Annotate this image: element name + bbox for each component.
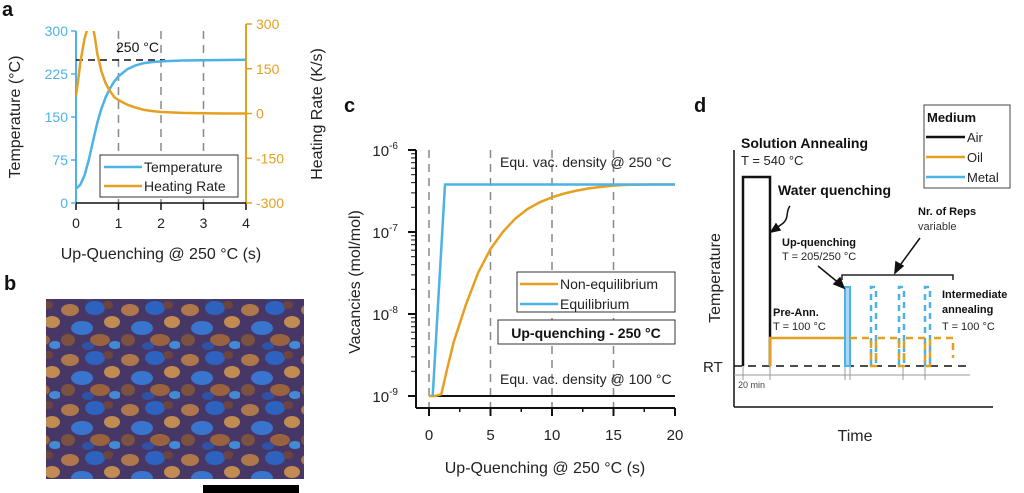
panel-c-xtick-label: 10 xyxy=(544,427,561,444)
reps-bracket xyxy=(841,274,954,280)
panel-c-ytick-label: 10-8 xyxy=(372,305,398,324)
legend-title: Medium xyxy=(927,110,976,125)
solution-annealing-trace xyxy=(741,175,772,366)
legend-label-oil: Oil xyxy=(967,150,983,165)
panel-a-ylabel: Temperature (°C) xyxy=(7,56,24,179)
up-quenching-pulse xyxy=(844,286,851,367)
up-quenching-temp: T = 205/250 °C xyxy=(782,251,856,263)
panel-a-xtick-label: 0 xyxy=(72,215,80,231)
panel-c-xtick-label: 0 xyxy=(425,427,433,444)
panel-d-ylabel: Temperature xyxy=(707,233,724,323)
panel-c-xlabel: Up-Quenching @ 250 °C (s) xyxy=(445,460,646,477)
panel-a-ytick-label: 150 xyxy=(45,109,69,125)
micrograph-image xyxy=(46,299,304,479)
solution-annealing-title: Solution Annealing xyxy=(741,135,868,151)
panel-c-xtick-label: 15 xyxy=(605,427,622,444)
panel-a-ytick-label: 300 xyxy=(45,23,69,39)
legend-label-heating-rate: Heating Rate xyxy=(144,178,226,194)
panel-a-legend: Temperature Heating Rate xyxy=(99,154,239,198)
boxed-label-box xyxy=(497,319,676,345)
panel-a-xtick-label: 1 xyxy=(115,215,123,231)
panel-a-y2tick-label: -300 xyxy=(256,195,284,211)
panel-c-ytick-label: 10-9 xyxy=(372,387,398,406)
annotation-100C: Equ. vac. density @ 100 °C xyxy=(500,371,672,387)
legend-label-air: Air xyxy=(967,130,984,145)
legend-box xyxy=(99,154,239,198)
panel-a-xtick-label: 2 xyxy=(157,215,165,231)
legend-label-equilibrium: Equilibrium xyxy=(560,296,629,312)
series-non-equilibrium xyxy=(429,183,675,398)
repeat-pulses xyxy=(869,285,932,366)
panel-a-y2tick-label: 300 xyxy=(256,16,280,32)
panel-d-label: d xyxy=(694,95,706,117)
panel-c-ylabel: Vacancies (mol/mol) xyxy=(347,210,364,354)
legend-label-non-equilibrium: Non-equilibrium xyxy=(560,276,658,292)
series-temperature xyxy=(76,58,246,190)
up-quenching-title: Up-quenching xyxy=(782,237,856,249)
pre-annealing-trace xyxy=(768,336,845,366)
panel-d: d Temperature Time RT 20 min xyxy=(694,95,1011,445)
panel-b: b xyxy=(4,273,304,493)
legend-box xyxy=(923,104,1011,189)
panel-a-xtick-label: 4 xyxy=(242,215,250,231)
solution-annealing-temp: T = 540 °C xyxy=(741,153,803,168)
panel-c-ytick-label: 10-7 xyxy=(372,223,398,242)
panel-c-xtick-label: 5 xyxy=(486,427,494,444)
pre-ann-temp: T = 100 °C xyxy=(773,321,826,333)
time-20min-label: 20 min xyxy=(738,380,765,390)
panel-d-xlabel: Time xyxy=(838,428,873,445)
panel-c-ytick-label: 10-6 xyxy=(372,141,398,160)
panel-c-ticks: 0 5 10 15 20 10-9 10-8 10-7 10-6 xyxy=(372,141,683,444)
panel-a-ytick-label: 75 xyxy=(52,152,68,168)
panel-a-ytick-label: 0 xyxy=(60,195,68,211)
panel-b-label: b xyxy=(4,273,16,295)
intermediate-temp: T = 100 °C xyxy=(942,321,995,333)
series-heating-rate xyxy=(76,31,246,115)
panel-a: a 0 1 2 3 4 0 75 150 225 300 -300 -150 0 150 300 250 °… xyxy=(2,0,326,263)
water-quenching-label: Water quenching xyxy=(778,182,891,198)
reps-sub: variable xyxy=(918,221,957,233)
pre-ann-title: Pre-Ann. xyxy=(773,307,819,319)
rt-label: RT xyxy=(703,359,723,376)
reps-arrow xyxy=(897,237,921,269)
panel-c-xtick-label: 20 xyxy=(667,427,684,444)
intermediate-title-1: Intermediate xyxy=(942,289,1007,301)
panel-a-y2tick-label: 150 xyxy=(256,61,280,77)
panel-d-legend: Medium Air Oil Metal xyxy=(923,104,1011,189)
series-equilibrium xyxy=(431,183,675,397)
legend-box xyxy=(516,271,676,313)
panel-a-label: a xyxy=(2,0,14,21)
panel-a-xtick-label: 3 xyxy=(200,215,208,231)
boxed-label: Up-quenching - 250 °C xyxy=(511,325,661,341)
panel-a-ytick-label: 225 xyxy=(45,66,69,82)
panel-a-y2tick-label: -150 xyxy=(256,150,284,166)
arrows xyxy=(769,205,921,290)
annotation-250C: Equ. vac. density @ 250 °C xyxy=(500,154,672,170)
panel-c-label: c xyxy=(344,95,355,117)
panel-a-annotation: 250 °C xyxy=(116,39,159,55)
intermediate-annealing-trace xyxy=(850,336,955,368)
panel-a-y2tick-label: 0 xyxy=(256,106,264,122)
time-ruler-ticks xyxy=(742,366,926,380)
panel-a-xlabel: Up-Quenching @ 250 °C (s) xyxy=(61,246,262,263)
legend-label-temperature: Temperature xyxy=(144,159,223,175)
panel-c-legend: Non-equilibrium Equilibrium xyxy=(516,271,676,313)
reps-title: Nr. of Reps xyxy=(918,206,976,218)
water-quenching-arrow xyxy=(774,205,791,230)
panel-a-y2label: Heating Rate (K/s) xyxy=(309,48,326,180)
intermediate-title-2: annealing xyxy=(942,304,993,316)
panel-c: c 0 5 10 15 20 10-9 10-8 10-7 10-6 Equ. vac. den… xyxy=(344,95,683,477)
panel-a-ticks: 0 1 2 3 4 0 75 150 225 300 -300 -150 0 150 300 xyxy=(45,16,285,231)
scale-bar xyxy=(203,485,299,493)
legend-label-metal: Metal xyxy=(967,170,999,185)
